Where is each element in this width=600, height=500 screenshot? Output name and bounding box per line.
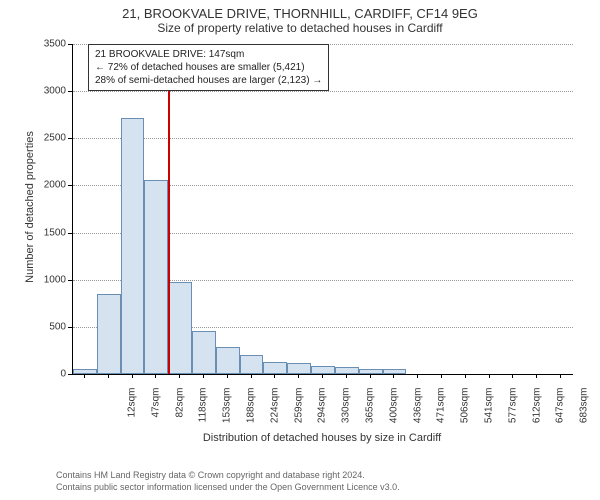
x-tick-mark <box>370 374 371 378</box>
x-tick-label: 294sqm <box>317 388 328 438</box>
x-tick-mark <box>274 374 275 378</box>
y-tick-label: 1000 <box>0 274 66 285</box>
histogram-bar <box>192 331 216 374</box>
gridline <box>73 138 573 139</box>
x-tick-label: 82sqm <box>174 388 185 438</box>
x-tick-mark <box>132 374 133 378</box>
x-tick-label: 330sqm <box>341 388 352 438</box>
x-tick-mark <box>560 374 561 378</box>
infobox-line2: ← 72% of detached houses are smaller (5,… <box>95 61 322 74</box>
x-tick-label: 259sqm <box>293 388 304 438</box>
x-tick-label: 541sqm <box>484 388 495 438</box>
footer-attribution: Contains HM Land Registry data © Crown c… <box>56 470 400 493</box>
histogram-bar <box>335 367 359 374</box>
x-tick-mark <box>417 374 418 378</box>
x-tick-mark <box>393 374 394 378</box>
y-tick-mark <box>68 138 72 139</box>
y-tick-label: 500 <box>0 321 66 332</box>
histogram-bar <box>121 118 145 374</box>
x-tick-mark <box>298 374 299 378</box>
x-tick-mark <box>441 374 442 378</box>
y-axis-label: Number of detached properties <box>24 117 36 297</box>
x-tick-mark <box>84 374 85 378</box>
x-tick-label: 118sqm <box>198 388 209 438</box>
y-tick-label: 2500 <box>0 133 66 144</box>
x-tick-label: 577sqm <box>507 388 518 438</box>
x-tick-label: 224sqm <box>269 388 280 438</box>
x-tick-mark <box>251 374 252 378</box>
x-tick-mark <box>227 374 228 378</box>
x-tick-label: 47sqm <box>150 388 161 438</box>
gridline <box>73 91 573 92</box>
y-tick-label: 3500 <box>0 39 66 50</box>
y-tick-mark <box>68 91 72 92</box>
x-tick-label: 506sqm <box>460 388 471 438</box>
x-tick-mark <box>536 374 537 378</box>
chart-title-address: 21, BROOKVALE DRIVE, THORNHILL, CARDIFF,… <box>0 0 600 21</box>
x-tick-mark <box>465 374 466 378</box>
histogram-bar <box>216 347 240 374</box>
histogram-bar <box>311 366 335 374</box>
footer-line2: Contains public sector information licen… <box>56 482 400 494</box>
chart-subtitle: Size of property relative to detached ho… <box>0 21 600 37</box>
x-tick-label: 365sqm <box>365 388 376 438</box>
histogram-bar <box>97 294 121 374</box>
infobox-line3: 28% of semi-detached houses are larger (… <box>95 74 322 87</box>
infobox-line1: 21 BROOKVALE DRIVE: 147sqm <box>95 48 322 61</box>
plot-area <box>72 44 573 375</box>
y-tick-label: 1500 <box>0 227 66 238</box>
x-tick-label: 188sqm <box>245 388 256 438</box>
y-tick-mark <box>68 233 72 234</box>
x-tick-mark <box>512 374 513 378</box>
y-tick-mark <box>68 280 72 281</box>
x-tick-label: 400sqm <box>388 388 399 438</box>
histogram-bar <box>168 282 192 374</box>
x-tick-label: 153sqm <box>222 388 233 438</box>
chart-container: 21, BROOKVALE DRIVE, THORNHILL, CARDIFF,… <box>0 0 600 500</box>
x-tick-mark <box>346 374 347 378</box>
histogram-bar <box>240 355 264 374</box>
x-tick-label: 683sqm <box>579 388 590 438</box>
x-tick-mark <box>108 374 109 378</box>
y-tick-label: 2000 <box>0 180 66 191</box>
histogram-bar <box>73 369 97 374</box>
y-tick-mark <box>68 185 72 186</box>
histogram-bar <box>144 180 168 374</box>
x-tick-label: 12sqm <box>126 388 137 438</box>
x-tick-label: 612sqm <box>531 388 542 438</box>
y-tick-mark <box>68 44 72 45</box>
footer-line1: Contains HM Land Registry data © Crown c… <box>56 470 400 482</box>
x-tick-mark <box>322 374 323 378</box>
property-marker-line <box>168 44 170 374</box>
x-tick-label: 471sqm <box>436 388 447 438</box>
x-tick-mark <box>489 374 490 378</box>
y-tick-label: 3000 <box>0 86 66 97</box>
x-tick-label: 647sqm <box>555 388 566 438</box>
histogram-bar <box>287 363 311 374</box>
y-tick-mark <box>68 374 72 375</box>
x-tick-label: 436sqm <box>412 388 423 438</box>
y-tick-mark <box>68 327 72 328</box>
y-tick-label: 0 <box>0 369 66 380</box>
x-tick-mark <box>155 374 156 378</box>
histogram-bar <box>263 362 287 374</box>
x-tick-mark <box>203 374 204 378</box>
x-tick-mark <box>179 374 180 378</box>
marker-infobox: 21 BROOKVALE DRIVE: 147sqm ← 72% of deta… <box>88 44 329 91</box>
